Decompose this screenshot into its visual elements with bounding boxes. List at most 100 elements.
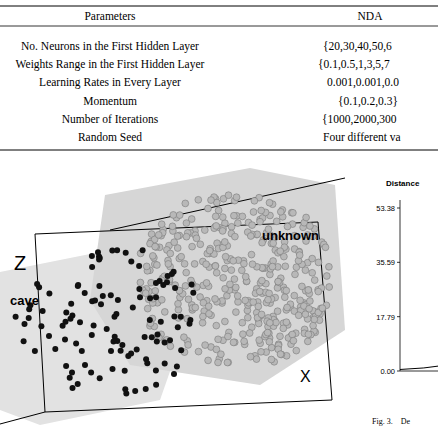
point bbox=[281, 294, 288, 301]
point bbox=[305, 331, 312, 338]
point bbox=[176, 212, 183, 219]
cell: Four different va bbox=[323, 131, 401, 143]
point bbox=[128, 258, 134, 264]
rule bbox=[0, 6, 438, 7]
point bbox=[63, 310, 69, 316]
point bbox=[172, 285, 178, 291]
point bbox=[315, 259, 322, 266]
point bbox=[137, 294, 143, 300]
header-cell: Parameters bbox=[84, 10, 136, 22]
point bbox=[40, 308, 46, 314]
plot-area bbox=[400, 360, 438, 369]
point bbox=[118, 348, 124, 354]
point bbox=[311, 277, 318, 284]
point bbox=[277, 208, 284, 215]
point bbox=[181, 334, 188, 341]
point bbox=[241, 260, 248, 267]
point bbox=[251, 197, 258, 204]
point bbox=[241, 338, 248, 345]
point bbox=[147, 295, 153, 301]
point bbox=[192, 304, 199, 311]
point bbox=[164, 279, 170, 285]
point bbox=[225, 359, 232, 366]
point bbox=[143, 263, 150, 270]
point bbox=[73, 340, 79, 346]
tick-label: 53.38 bbox=[376, 204, 395, 213]
cell: 0.001,0.001,0.0 bbox=[327, 76, 399, 89]
point bbox=[231, 212, 238, 219]
point bbox=[157, 278, 163, 284]
point bbox=[222, 253, 229, 260]
point bbox=[201, 227, 208, 234]
point bbox=[46, 333, 52, 339]
point bbox=[185, 296, 192, 303]
point bbox=[122, 368, 128, 374]
cluster-label: unknown bbox=[262, 228, 319, 243]
point bbox=[239, 319, 246, 326]
point bbox=[114, 247, 120, 253]
rule bbox=[0, 150, 438, 151]
point bbox=[152, 243, 159, 250]
point bbox=[322, 244, 329, 251]
point bbox=[297, 297, 304, 304]
point bbox=[68, 316, 74, 322]
point bbox=[242, 297, 249, 304]
point bbox=[155, 232, 162, 239]
point bbox=[13, 314, 19, 320]
cell: {0.1,0.2,0.3} bbox=[338, 95, 398, 108]
point bbox=[158, 319, 164, 325]
point bbox=[225, 333, 232, 340]
axis-label: Z bbox=[14, 252, 26, 274]
point bbox=[280, 325, 287, 332]
point bbox=[147, 317, 153, 323]
point bbox=[218, 351, 225, 358]
point bbox=[244, 314, 251, 321]
cell: Weights Range in the First Hidden Layer bbox=[16, 58, 205, 71]
point bbox=[264, 329, 271, 336]
point bbox=[153, 294, 159, 300]
x-axis bbox=[400, 371, 438, 372]
point bbox=[240, 331, 247, 338]
hull bbox=[90, 168, 345, 385]
y-axis bbox=[400, 200, 401, 371]
point bbox=[182, 200, 189, 207]
point bbox=[296, 252, 303, 259]
point bbox=[274, 308, 281, 315]
point bbox=[305, 287, 312, 294]
point bbox=[200, 313, 207, 320]
point bbox=[260, 265, 267, 272]
point bbox=[215, 359, 222, 366]
point bbox=[142, 334, 148, 340]
point bbox=[233, 194, 240, 201]
point bbox=[309, 269, 316, 276]
point bbox=[199, 319, 206, 326]
point bbox=[203, 280, 210, 287]
point bbox=[32, 348, 38, 354]
point bbox=[183, 233, 190, 240]
point bbox=[154, 339, 160, 345]
point bbox=[153, 382, 159, 388]
point bbox=[165, 261, 172, 268]
point bbox=[88, 370, 94, 376]
point bbox=[89, 264, 95, 270]
point bbox=[110, 366, 116, 372]
point bbox=[162, 361, 168, 367]
point bbox=[257, 218, 264, 225]
point bbox=[100, 293, 106, 299]
point bbox=[52, 346, 58, 352]
point bbox=[269, 263, 276, 270]
point bbox=[144, 305, 151, 312]
rule bbox=[0, 26, 438, 27]
point bbox=[283, 319, 290, 326]
point bbox=[299, 283, 306, 290]
tick bbox=[397, 316, 400, 317]
point bbox=[289, 331, 296, 338]
point bbox=[225, 192, 232, 199]
axis bbox=[110, 178, 345, 230]
point bbox=[174, 364, 180, 370]
point bbox=[307, 298, 314, 305]
point bbox=[266, 319, 273, 326]
point bbox=[282, 263, 289, 270]
point bbox=[98, 301, 104, 307]
line bbox=[400, 360, 438, 369]
